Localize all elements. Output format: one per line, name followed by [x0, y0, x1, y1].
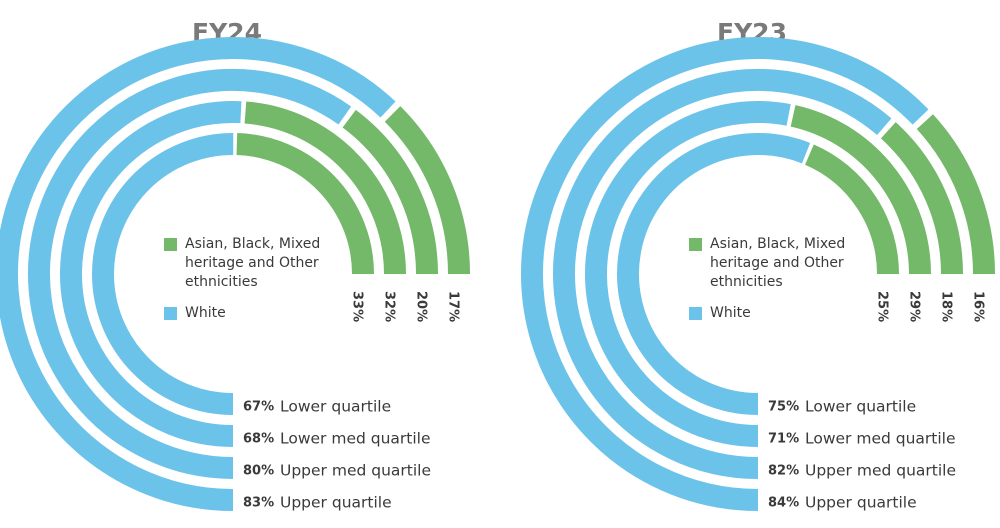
value-label: 71% [768, 432, 799, 447]
value-label: 75% [768, 400, 799, 415]
value-label: 16% [971, 291, 986, 322]
legend-swatch [164, 307, 177, 320]
value-label: 33% [350, 291, 365, 322]
arc-segment [0, 37, 396, 511]
legend-label: Asian, Black, Mixed heritage and Other e… [185, 236, 321, 290]
legend-label: Asian, Black, Mixed heritage and Other e… [710, 236, 846, 290]
category-label: Lower quartile [280, 398, 391, 416]
category-label: Lower med quartile [280, 430, 431, 448]
arc-segment [790, 105, 931, 275]
category-label: Upper quartile [280, 494, 392, 512]
arc-segment [384, 106, 470, 275]
value-label: 68% [243, 432, 274, 447]
value-label: 80% [243, 464, 274, 479]
arc-segment [60, 101, 242, 447]
legend-swatch [689, 307, 702, 320]
value-label: 18% [939, 291, 954, 322]
value-label: 67% [243, 400, 274, 415]
value-label: 29% [907, 291, 922, 322]
category-label: Upper quartile [805, 494, 917, 512]
arc-segment [236, 133, 374, 275]
value-label: 82% [768, 464, 799, 479]
arc-segment [342, 109, 438, 275]
arc-segment [553, 69, 892, 479]
value-label: 20% [414, 291, 429, 322]
legend-swatch [164, 238, 177, 251]
category-label: Lower med quartile [805, 430, 956, 448]
arc-segment [585, 101, 791, 447]
value-label: 84% [768, 496, 799, 511]
legend-label: White [185, 305, 226, 321]
legend-swatch [689, 238, 702, 251]
category-label: Lower quartile [805, 398, 916, 416]
arc-segment [804, 144, 899, 275]
value-label: 17% [446, 291, 461, 322]
legend-label: White [710, 305, 751, 321]
arc-segment [617, 133, 811, 415]
arc-segment [244, 101, 406, 275]
value-label: 32% [382, 291, 397, 322]
arc-segment [880, 122, 963, 275]
arc-segment [916, 114, 995, 275]
value-label: 83% [243, 496, 274, 511]
category-label: Upper med quartile [805, 462, 956, 480]
category-label: Upper med quartile [280, 462, 431, 480]
arc-segment [521, 37, 929, 511]
arc-segment [28, 69, 352, 479]
arc-segment [92, 133, 234, 415]
value-label: 25% [875, 291, 890, 322]
